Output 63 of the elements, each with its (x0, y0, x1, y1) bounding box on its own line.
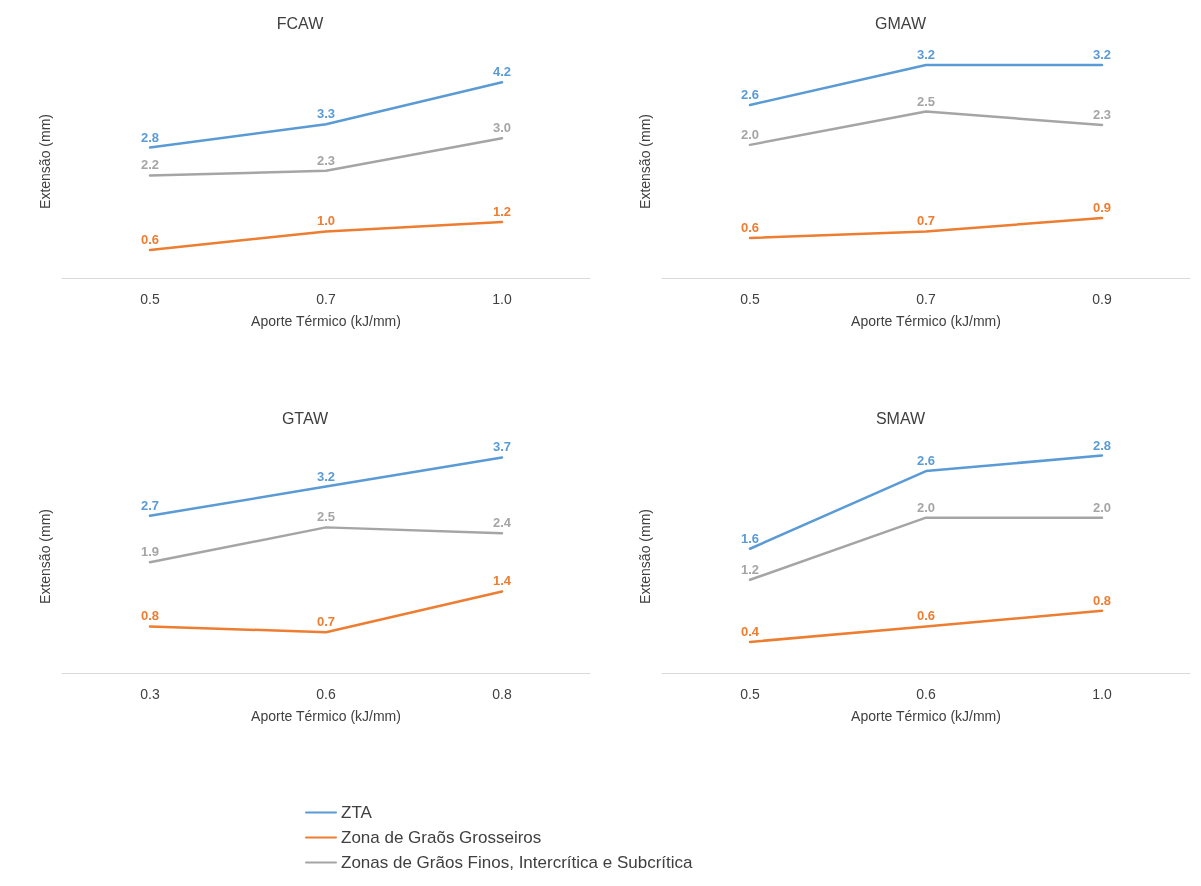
y-axis-title: Extensão (mm) (37, 114, 53, 209)
data-label: 2.8 (1092, 437, 1112, 453)
data-label: 1.9 (140, 544, 160, 560)
data-label: 1.6 (740, 530, 760, 546)
data-label: 3.0 (492, 120, 512, 136)
data-label: 2.5 (916, 93, 936, 109)
data-label: 0.6 (140, 232, 160, 248)
data-label: 3.2 (316, 468, 336, 484)
data-label: 1.2 (740, 561, 760, 577)
data-label: 3.2 (916, 46, 936, 62)
x-axis-title: Aporte Térmico (kJ/mm) (851, 313, 1001, 329)
data-label: 0.4 (740, 623, 760, 639)
data-label: 0.8 (140, 608, 160, 624)
x-tick-label: 0.5 (140, 291, 160, 307)
x-tick-label: 0.9 (1092, 291, 1112, 307)
data-label: 2.5 (316, 509, 336, 525)
data-label: 0.9 (1092, 200, 1112, 216)
legend-label: Zona de Graõs Grosseiros (341, 828, 542, 847)
legend-label: Zonas de Grãos Finos, Intercrítica e Subcrítica (341, 853, 694, 872)
data-label: 2.8 (140, 129, 160, 145)
y-axis-title: Extensão (mm) (637, 509, 653, 604)
x-tick-label: 0.6 (916, 686, 936, 702)
x-tick-label: 0.5 (740, 686, 760, 702)
chart-title: SMAW (875, 409, 926, 427)
x-tick-label: 0.6 (316, 686, 336, 702)
data-label: 0.7 (316, 614, 336, 630)
data-label: 1.2 (492, 204, 512, 220)
y-axis-title: Extensão (mm) (637, 114, 653, 209)
chart-title: GTAW (281, 409, 329, 427)
legend-label: ZTA (341, 803, 373, 822)
x-tick-label: 0.7 (316, 291, 336, 307)
data-label: 2.0 (1092, 499, 1112, 515)
data-label: 2.0 (916, 499, 936, 515)
x-axis-title: Aporte Térmico (kJ/mm) (851, 708, 1001, 724)
data-label: 3.2 (1092, 46, 1112, 62)
chart-title: FCAW (276, 14, 325, 32)
data-label: 1.4 (492, 573, 512, 589)
data-label: 2.4 (492, 515, 512, 531)
data-label: 2.6 (740, 86, 760, 102)
data-label: 4.2 (492, 64, 512, 80)
data-label: 2.2 (140, 157, 160, 173)
x-tick-label: 0.5 (740, 291, 760, 307)
data-label: 2.3 (316, 152, 336, 168)
x-tick-label: 0.7 (916, 291, 936, 307)
x-tick-label: 0.3 (140, 686, 160, 702)
data-label: 2.7 (140, 497, 160, 513)
x-tick-label: 0.8 (492, 686, 512, 702)
chart-title: GMAW (875, 14, 927, 32)
data-label: 3.7 (492, 439, 512, 455)
y-axis-title: Extensão (mm) (37, 509, 53, 604)
x-tick-label: 1.0 (1092, 686, 1112, 702)
data-label: 1.0 (316, 213, 336, 229)
data-label: 3.3 (316, 106, 336, 122)
x-tick-label: 1.0 (492, 291, 512, 307)
data-label: 0.6 (740, 220, 760, 236)
data-label: 0.6 (916, 608, 936, 624)
data-label: 2.6 (916, 453, 936, 469)
data-label: 0.8 (1092, 592, 1112, 608)
data-label: 2.0 (740, 126, 760, 142)
data-label: 0.7 (916, 213, 936, 229)
data-label: 2.3 (1092, 106, 1112, 122)
x-axis-title: Aporte Térmico (kJ/mm) (251, 708, 401, 724)
x-axis-title: Aporte Térmico (kJ/mm) (251, 313, 401, 329)
